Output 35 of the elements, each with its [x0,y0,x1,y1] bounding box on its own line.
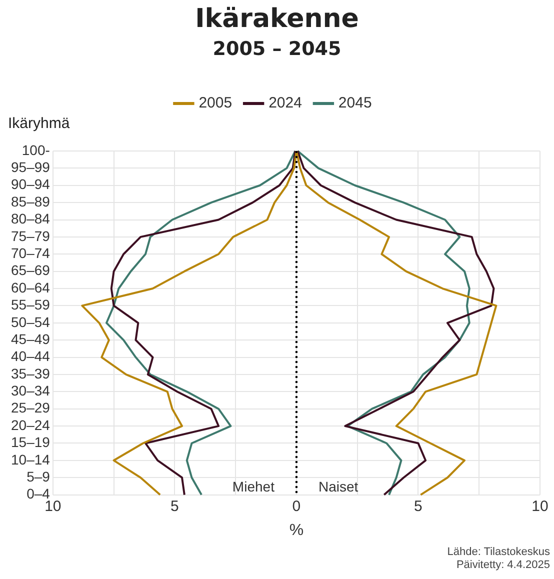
y-axis-title: Ikäryhmä [8,115,70,132]
y-tick-label: 85–89 [10,193,50,210]
text: Lähde: Tilastokeskus [447,546,550,559]
y-tick-label: 90–94 [10,176,50,192]
x-axis-title: % [289,522,304,539]
legend-label: 2045 [338,94,372,112]
y-tick-label: 45–49 [10,330,50,347]
chart-subtitle: 2005 – 2045 [212,38,342,60]
y-tick-label: 15–19 [10,434,50,450]
y-tick-label: 60–64 [10,279,50,296]
legend-label: 2024 [268,94,302,112]
y-tick-label: 80–84 [10,210,50,227]
y-tick-label: 75–79 [10,228,50,244]
y-tick-label: 70–74 [10,245,50,261]
y-tick-label: 30–34 [10,382,50,399]
x-tick-label: 5 [170,498,179,515]
y-tick-label: 10–14 [10,451,50,468]
y-tick-label: 20–24 [10,416,50,433]
y-tick-label: 50–54 [10,314,50,330]
y-tick-label: 25–29 [10,400,50,416]
y-tick-label: 95–99 [10,159,50,176]
legend-label: 2005 [198,94,232,112]
y-tick-label: 100- [22,142,50,158]
y-tick-label: 55–59 [10,296,50,313]
y-tick-label: 35–39 [10,365,50,382]
y-tick-label: 5–9 [26,468,50,484]
y-tick-label: 40–44 [10,348,50,364]
x-tick-label: 0 [292,498,301,515]
x-tick-label: 5 [414,498,422,515]
x-tick-label: 10 [532,498,548,515]
chart-title: Ikärakenne [194,4,360,34]
y-tick-label: 65–69 [10,262,50,278]
text: Päivitetty: 4.4.2025 [455,559,550,572]
annotation: Miehet [232,478,275,495]
annotation: Naiset [318,478,358,495]
